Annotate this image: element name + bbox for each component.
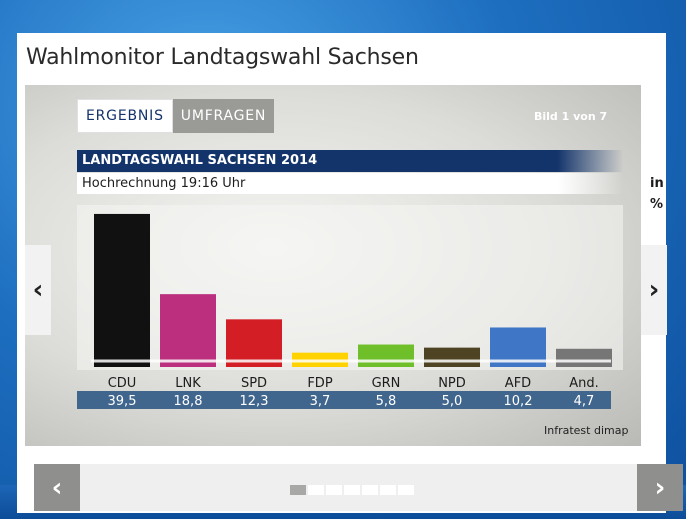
slide-dots <box>290 485 414 495</box>
value-label: 5,0 <box>442 394 463 409</box>
bar-lnk <box>160 294 216 367</box>
page-title: Wahlmonitor Landtagswahl Sachsen <box>26 45 419 70</box>
tab-umfragen[interactable]: UMFRAGEN <box>172 99 275 133</box>
value-label: 18,8 <box>174 394 203 409</box>
chart-title: LANDTAGSWAHL SACHSEN 2014 <box>77 150 623 172</box>
value-label: 4,7 <box>574 394 595 409</box>
slide-dot[interactable] <box>398 485 414 495</box>
footer-next-button[interactable]: › <box>637 464 683 511</box>
value-label: 5,8 <box>376 394 397 409</box>
category-label: CDU <box>108 376 137 391</box>
chevron-left-icon: ‹ <box>32 275 44 305</box>
slide-dot[interactable] <box>326 485 342 495</box>
tab-ergebnis[interactable]: ERGEBNIS <box>77 99 173 133</box>
category-label: SPD <box>241 376 267 391</box>
footer-prev-button[interactable]: ‹ <box>34 464 80 511</box>
slide-next-button[interactable]: › <box>641 245 667 335</box>
bar-and <box>556 348 612 367</box>
source-credit: Infratest dimap <box>544 424 629 437</box>
bar-spd <box>226 319 282 367</box>
value-label: 3,7 <box>310 394 331 409</box>
category-label: GRN <box>372 376 401 391</box>
value-label: 39,5 <box>108 394 137 409</box>
bar-cdu <box>94 213 150 367</box>
slide-footer: ‹ › <box>34 464 683 511</box>
category-label: LNK <box>175 376 201 391</box>
category-label: NPD <box>438 376 466 391</box>
category-label: And. <box>569 376 599 391</box>
slide-dot[interactable] <box>380 485 396 495</box>
slide-dot[interactable] <box>362 485 378 495</box>
chart-subtitle-row: Hochrechnung 19:16 Uhr in % <box>77 173 664 212</box>
chevron-right-icon: › <box>654 472 666 503</box>
slide-dot[interactable] <box>290 485 306 495</box>
value-label: 12,3 <box>240 394 269 409</box>
tab-bar: ERGEBNIS UMFRAGEN <box>77 99 275 133</box>
bar-chart: CDU LNK SPD FDP GRN NPD AFD And. 39,5 18,8 12,3 3,7… <box>77 205 623 409</box>
chevron-right-icon: › <box>648 275 660 305</box>
bar-npd <box>424 347 480 367</box>
value-label: 10,2 <box>504 394 533 409</box>
slide-dot[interactable] <box>344 485 360 495</box>
slide-prev-button[interactable]: ‹ <box>25 245 51 335</box>
value-row <box>77 391 611 409</box>
bar-grn <box>358 344 414 367</box>
chevron-left-icon: ‹ <box>51 472 63 503</box>
slide-dot[interactable] <box>308 485 324 495</box>
chart-unit: in % <box>650 176 664 212</box>
category-label: AFD <box>505 376 531 391</box>
category-label: FDP <box>307 376 332 391</box>
slide-counter: Bild 1 von 7 <box>534 110 608 123</box>
chart-subtitle: Hochrechnung 19:16 Uhr <box>82 176 246 191</box>
